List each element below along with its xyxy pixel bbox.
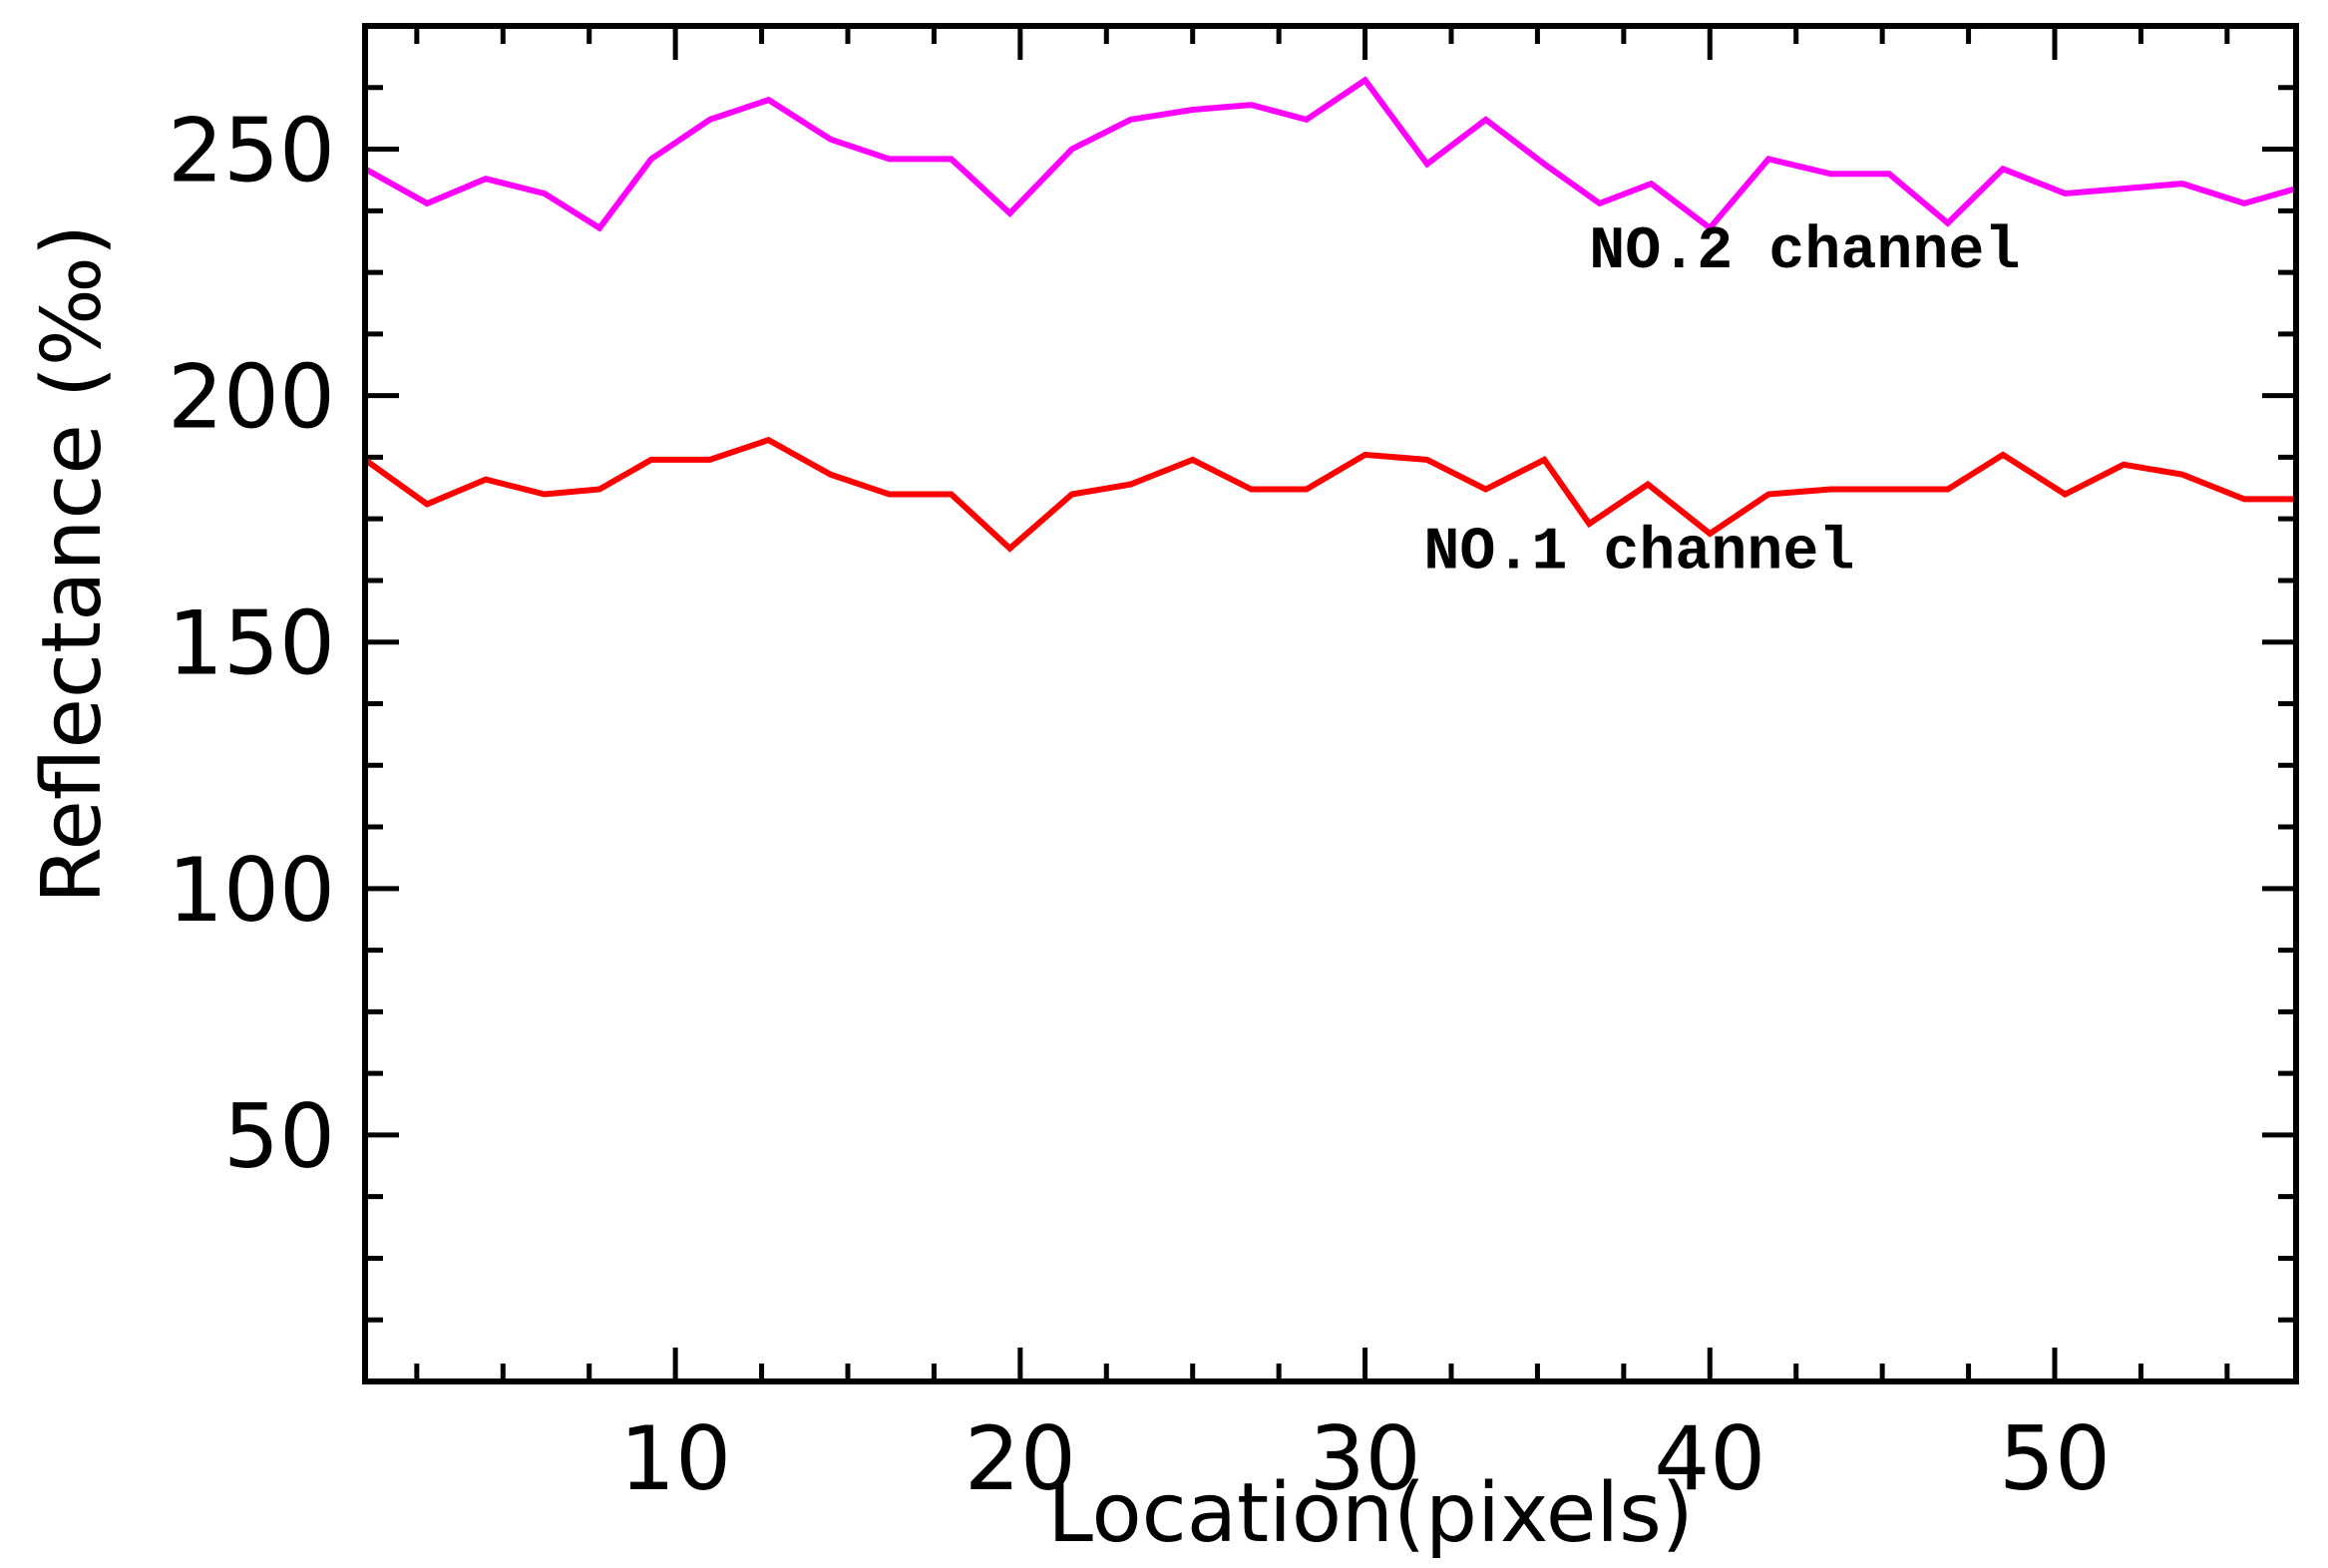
x-tick-label: 20 xyxy=(965,1407,1076,1510)
series-labels: NO.2 channel NO.1 channel xyxy=(1423,218,2020,587)
y-tick-label: 150 xyxy=(168,592,335,695)
series-line-2 xyxy=(363,436,2296,553)
y-tick-label: 200 xyxy=(168,346,335,449)
tick-labels: 10 20 30 40 50 50 100 150 200 250 xyxy=(168,100,2111,1510)
x-tick-label: 10 xyxy=(619,1407,731,1510)
series-label-1: NO.2 channel xyxy=(1589,218,2020,286)
y-tick-label: 100 xyxy=(168,839,335,942)
y-tick-label: 250 xyxy=(168,100,335,202)
y-tick-label: 50 xyxy=(223,1085,335,1188)
x-tick-label: 50 xyxy=(1999,1407,2111,1510)
x-tick-label: 40 xyxy=(1654,1407,1765,1510)
plot-frame xyxy=(362,23,2299,1384)
series-line-1 xyxy=(363,76,2297,232)
series-label-2: NO.1 channel xyxy=(1423,520,1854,588)
x-axis-title: Location(pixels) xyxy=(1047,1466,1694,1561)
x-tick-label: 30 xyxy=(1310,1407,1421,1510)
series-lines xyxy=(363,76,2297,553)
y-axis-title: Reflectance (‰) xyxy=(25,224,120,904)
